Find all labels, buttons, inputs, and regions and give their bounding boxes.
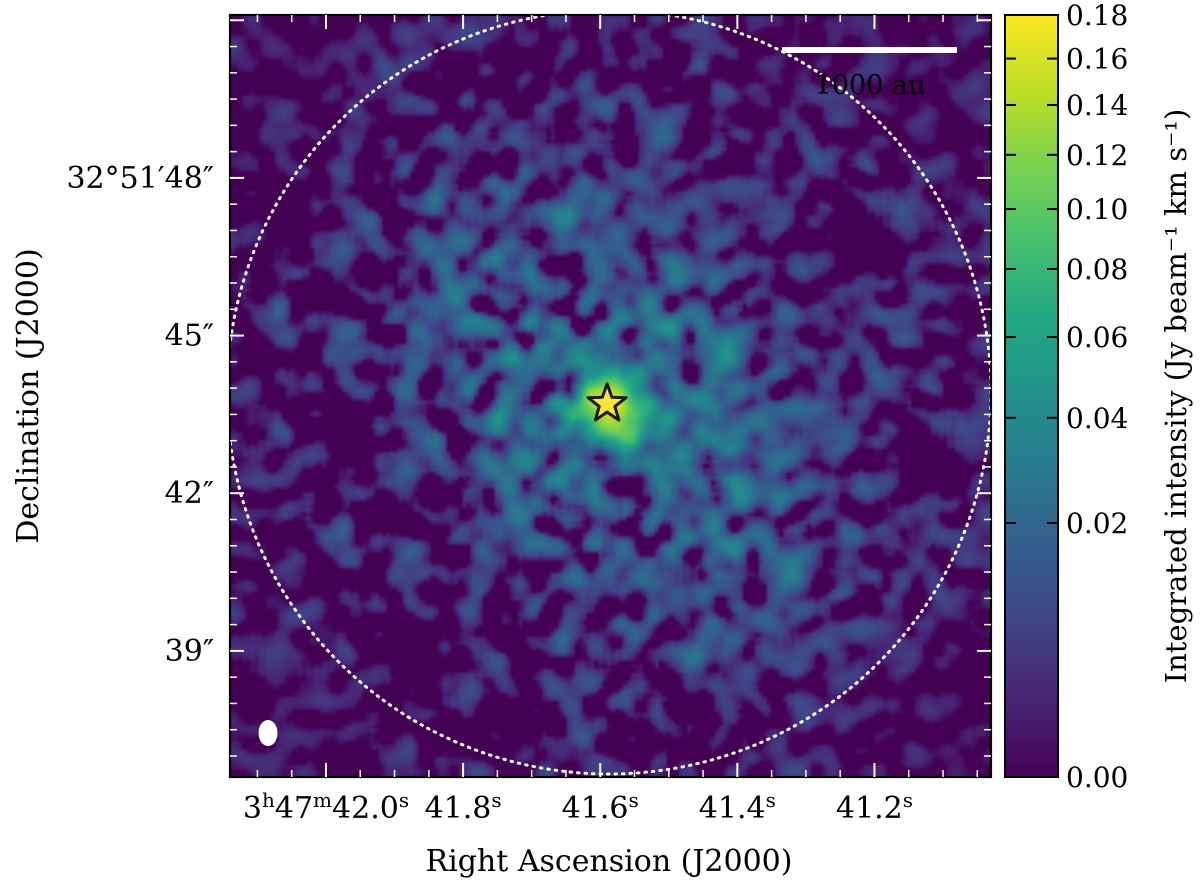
colorbar-tick-label: 0.10 — [1066, 193, 1128, 226]
colorbar-tick-label: 0.00 — [1066, 761, 1128, 794]
scale-bar-label: 1000 au — [815, 70, 926, 101]
intensity-map: 1000 au — [227, 10, 991, 777]
x-tick-label: 41.4s — [699, 788, 776, 826]
x-axis-label: Right Ascension (J2000) — [426, 844, 793, 879]
x-tick-label: 41.8s — [425, 788, 502, 826]
colorbar-tick-label: 0.12 — [1066, 139, 1128, 172]
x-tick-label: 41.2s — [836, 788, 913, 826]
colorbar-tick-label: 0.04 — [1066, 402, 1128, 435]
y-tick-label: 45″ — [165, 319, 214, 354]
x-tick-label: 41.6s — [562, 788, 639, 826]
colorbar-tick-label: 0.06 — [1066, 321, 1128, 354]
y-tick-label: 39″ — [165, 634, 214, 669]
colorbar-label: Integrated intensity (Jy beam⁻¹ km s⁻¹) — [1159, 109, 1193, 684]
synthesized-beam-ellipse — [259, 720, 278, 746]
colorbar-tick-label: 0.16 — [1066, 43, 1128, 76]
colorbar-tick-label: 0.08 — [1066, 253, 1128, 286]
y-tick-label: 42″ — [165, 476, 214, 511]
colorbar — [1005, 15, 1058, 777]
y-axis-label: Declination (J2000) — [11, 248, 46, 543]
x-tick-labels: 3h47m42.0s 41.8s 41.6s 41.4s 41.2s — [243, 788, 913, 826]
y-tick-labels: 32°51′48″ 45″ 42″ 39″ — [66, 161, 214, 669]
x-tick-label: 3h47m42.0s — [243, 788, 409, 826]
colorbar-tick-label: 0.14 — [1066, 89, 1128, 122]
y-tick-label: 32°51′48″ — [66, 161, 214, 196]
colorbar-tick-label: 0.18 — [1066, 0, 1128, 32]
colorbar-tick-label: 0.02 — [1066, 507, 1128, 540]
